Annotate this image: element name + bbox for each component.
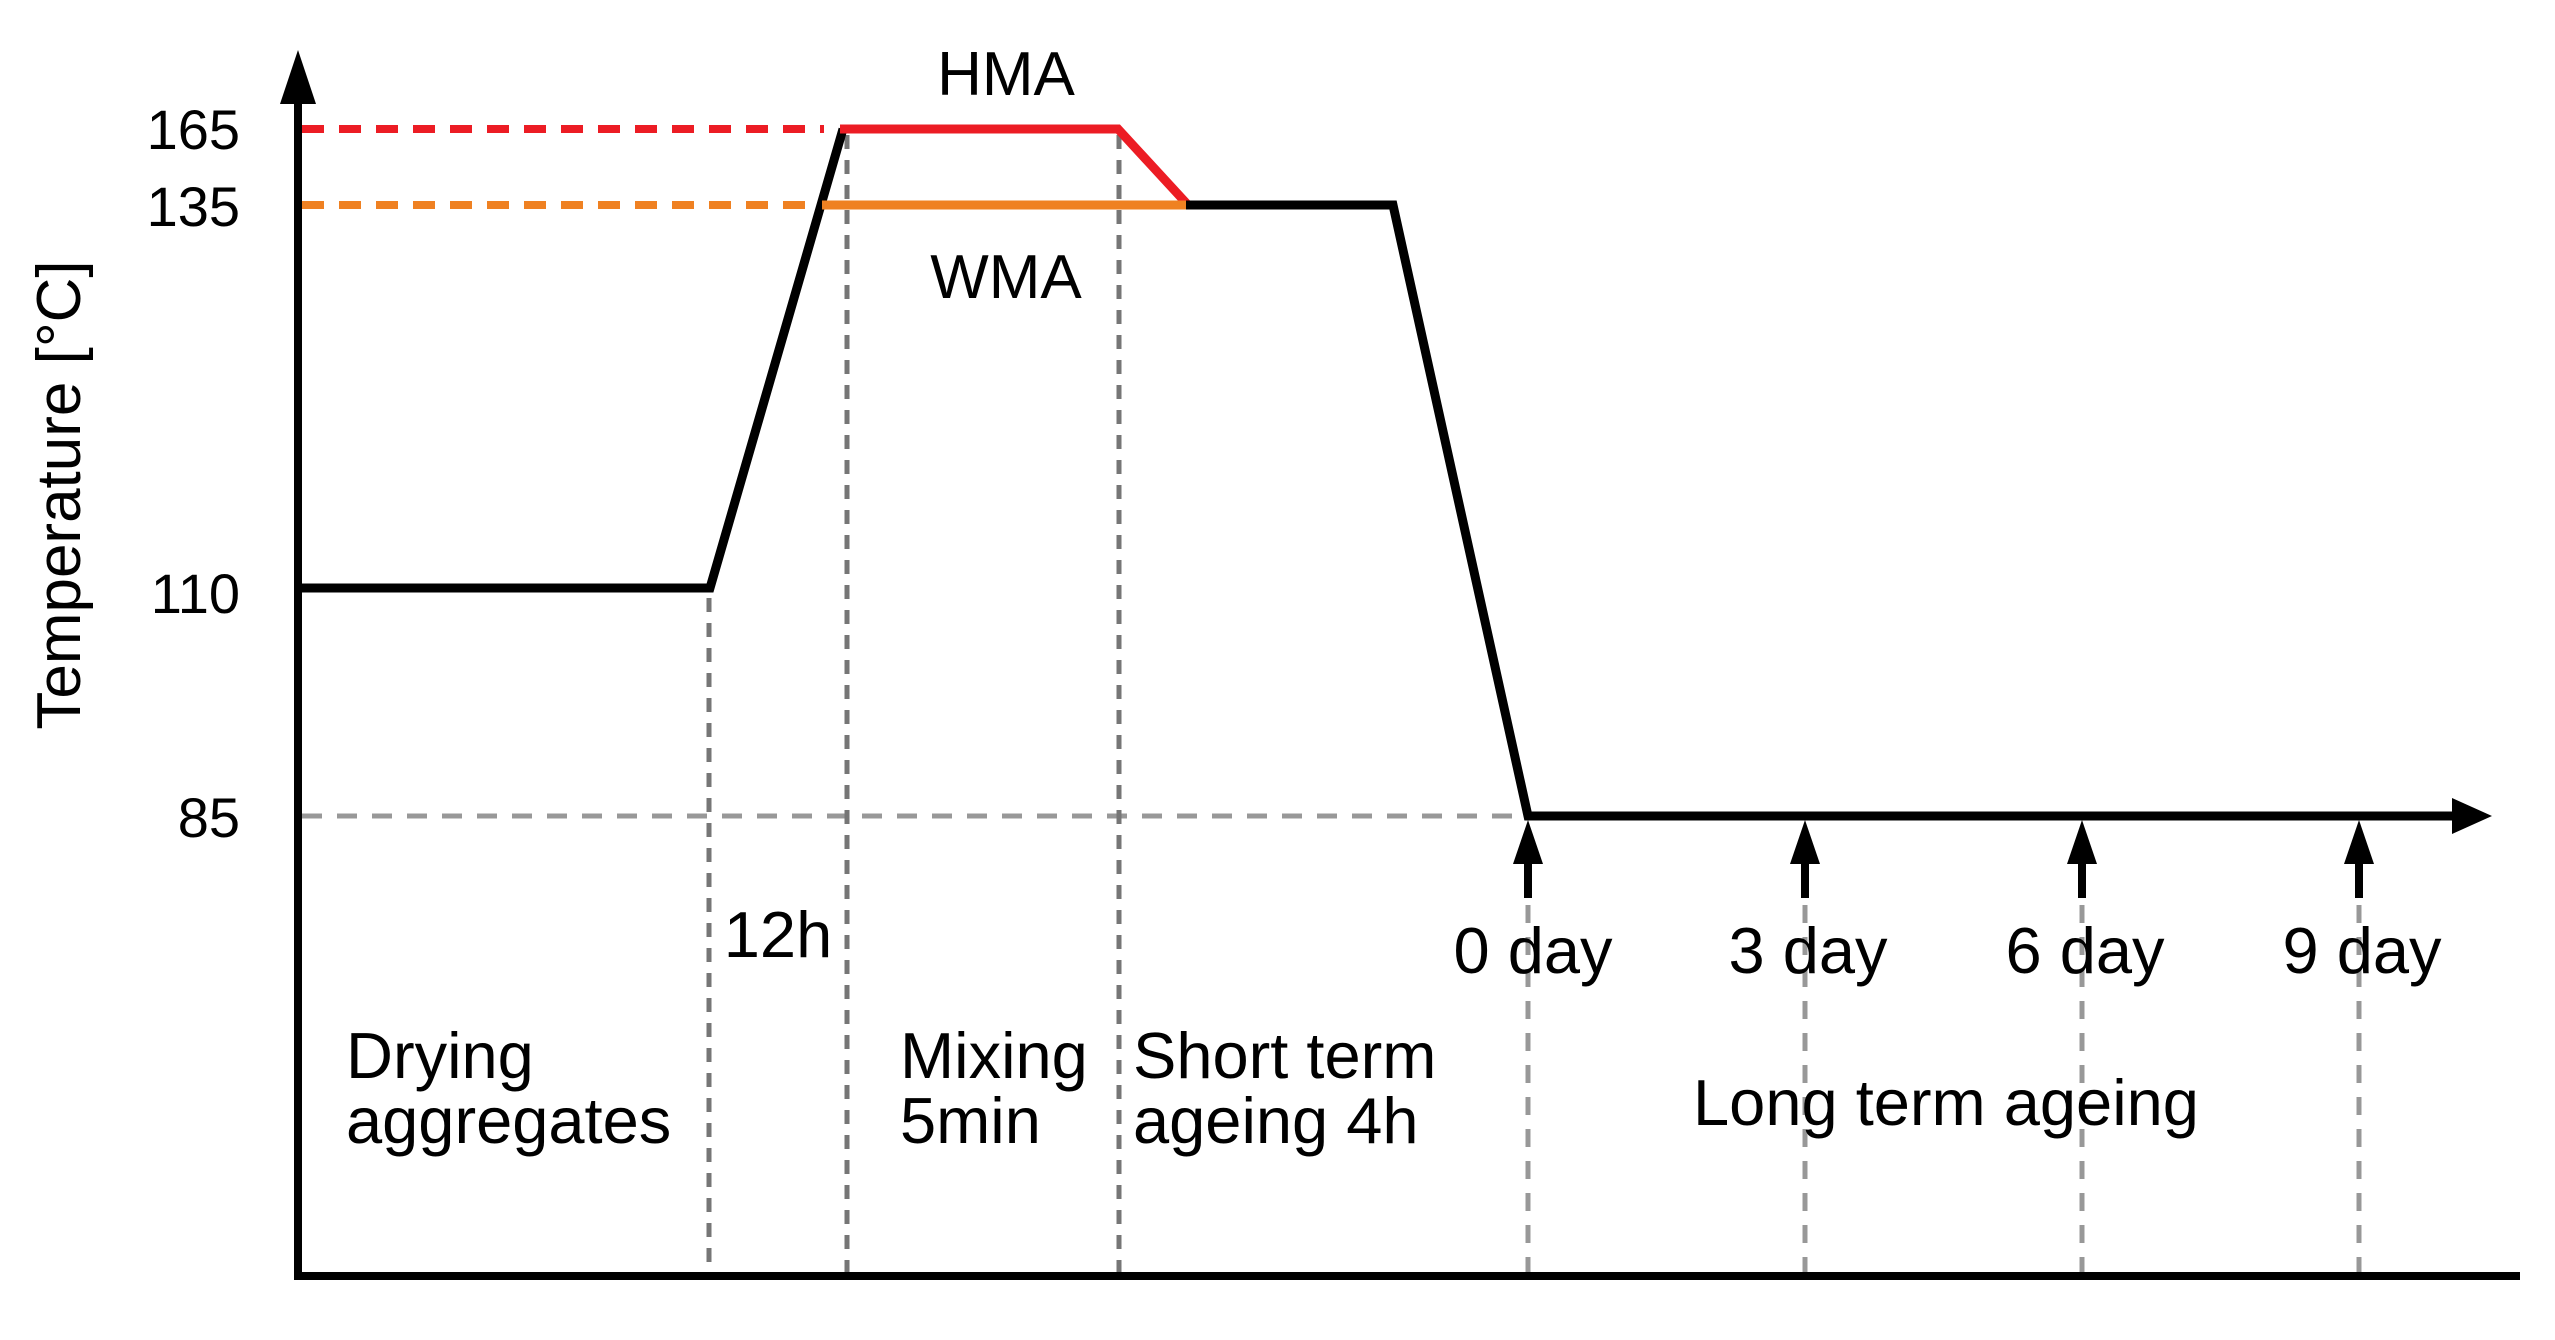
phase-label-drying: Drying aggregates — [346, 1019, 671, 1157]
phase-label-drying-line2: aggregates — [346, 1084, 671, 1157]
phase-label-drying-line1: Drying — [346, 1019, 534, 1092]
phase-label-mixing-line1: Mixing — [900, 1019, 1088, 1092]
day-0-label: 0 day — [1453, 914, 1613, 987]
day-6-arrow-icon — [2067, 820, 2097, 898]
y-axis-arrow-icon — [280, 50, 316, 104]
hma-series-label: HMA — [937, 40, 1075, 109]
profile-end-arrow-icon — [2452, 798, 2492, 834]
phase-label-long-term: Long term ageing — [1693, 1066, 2199, 1139]
duration-12h-label: 12h — [724, 898, 832, 971]
day-6-label: 6 day — [2005, 914, 2165, 987]
y-tick-135: 135 — [147, 175, 240, 238]
day-3-arrow-icon — [1790, 820, 1820, 898]
y-tick-110: 110 — [151, 562, 240, 625]
day-9-label: 9 day — [2282, 914, 2442, 987]
phase-label-short-term-line2: ageing 4h — [1133, 1084, 1419, 1157]
y-axis-title: Temperature [°C] — [25, 260, 94, 729]
phase-label-mixing-line2: 5min — [900, 1084, 1041, 1157]
y-tick-165: 165 — [147, 98, 240, 161]
hma-mixing-line — [840, 124, 1192, 209]
wma-series-label: WMA — [930, 243, 1082, 312]
profile-ageing-line — [1186, 200, 2460, 821]
phase-label-short-term: Short term ageing 4h — [1133, 1019, 1436, 1157]
phase-label-short-term-line1: Short term — [1133, 1019, 1436, 1092]
day-0-arrow-icon — [1513, 820, 1543, 898]
day-3-label: 3 day — [1728, 914, 1888, 987]
phase-label-mixing: Mixing 5min — [900, 1019, 1088, 1157]
profile-drying-and-heating-line — [300, 127, 848, 593]
day-9-arrow-icon — [2344, 820, 2374, 898]
y-tick-85: 85 — [178, 786, 240, 849]
